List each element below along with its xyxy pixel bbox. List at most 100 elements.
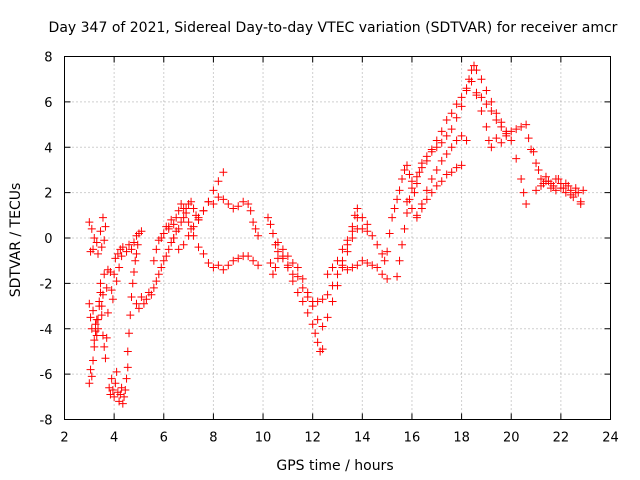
data-point — [154, 270, 163, 279]
data-point — [358, 213, 367, 222]
data-point — [308, 302, 317, 311]
data-point — [407, 184, 416, 193]
data-point — [266, 220, 275, 229]
x-tick-label: 6 — [160, 431, 168, 446]
data-point — [86, 365, 95, 374]
data-point — [333, 281, 342, 290]
data-point — [385, 229, 394, 238]
data-point — [363, 258, 372, 267]
data-point — [162, 252, 171, 261]
x-tick-label: 8 — [209, 431, 217, 446]
data-point — [94, 249, 103, 258]
data-point — [278, 245, 287, 254]
data-point — [472, 88, 481, 97]
data-point — [378, 270, 387, 279]
data-point — [122, 374, 131, 383]
data-point — [437, 138, 446, 147]
data-point — [556, 184, 565, 193]
data-point — [333, 270, 342, 279]
data-point — [311, 329, 320, 338]
data-point — [273, 254, 282, 263]
data-point — [497, 122, 506, 131]
data-point — [447, 109, 456, 118]
data-point — [177, 218, 186, 227]
data-point — [90, 342, 99, 351]
data-point — [472, 66, 481, 75]
data-point — [388, 213, 397, 222]
data-point — [452, 113, 461, 122]
data-point — [532, 186, 541, 195]
data-point — [407, 204, 416, 213]
x-tick-label: 14 — [354, 431, 371, 446]
data-point — [537, 175, 546, 184]
data-point — [546, 179, 555, 188]
data-point — [157, 234, 166, 242]
data-point — [110, 392, 119, 401]
data-point — [393, 272, 402, 281]
data-point — [422, 195, 431, 204]
data-point — [102, 333, 111, 342]
data-point — [179, 213, 188, 222]
data-point — [254, 231, 263, 240]
y-tick-label: -6 — [40, 368, 53, 383]
data-point — [92, 238, 101, 247]
data-point — [422, 186, 431, 195]
data-point — [507, 127, 516, 136]
data-point — [134, 304, 143, 313]
data-point — [86, 313, 95, 322]
data-point — [497, 138, 506, 147]
x-tick-label: 12 — [304, 431, 321, 446]
data-point — [363, 220, 372, 229]
data-point — [437, 177, 446, 186]
data-point — [100, 270, 109, 279]
data-point — [187, 197, 196, 206]
data-point — [149, 283, 158, 292]
data-point — [462, 136, 471, 145]
data-point — [427, 188, 436, 197]
data-point — [407, 177, 416, 186]
data-point — [452, 163, 461, 172]
data-point — [452, 100, 461, 109]
data-point — [147, 290, 156, 299]
data-point — [517, 122, 526, 131]
data-point — [159, 256, 168, 265]
plot-frame — [64, 56, 611, 420]
y-tick-label: 0 — [44, 232, 52, 247]
data-point — [432, 181, 441, 190]
y-tick-label: -2 — [40, 277, 53, 292]
data-point — [427, 175, 436, 184]
data-point — [149, 256, 158, 265]
data-point — [90, 234, 99, 242]
data-point — [571, 188, 580, 197]
data-point — [194, 213, 203, 222]
data-point — [477, 106, 486, 115]
data-point — [487, 97, 496, 106]
data-point — [561, 179, 570, 188]
data-point — [313, 297, 322, 306]
data-point — [123, 347, 132, 356]
data-point — [101, 222, 110, 231]
data-point — [177, 199, 186, 208]
data-point — [502, 131, 511, 140]
data-point — [532, 159, 541, 168]
data-point — [108, 386, 117, 395]
data-point — [139, 299, 148, 308]
data-point — [303, 308, 312, 317]
data-point — [129, 268, 138, 277]
data-point — [108, 295, 117, 304]
data-point — [159, 229, 168, 238]
data-point — [117, 252, 126, 261]
data-point — [447, 125, 456, 134]
data-point — [111, 254, 120, 263]
data-point — [97, 311, 106, 320]
data-point — [308, 320, 317, 329]
data-point — [328, 263, 337, 272]
data-point — [123, 363, 132, 372]
data-point — [288, 277, 297, 286]
data-point — [120, 392, 129, 401]
data-point — [121, 386, 130, 395]
data-point — [268, 229, 277, 238]
data-point — [507, 136, 516, 145]
data-point — [118, 243, 127, 252]
data-point — [224, 199, 233, 208]
